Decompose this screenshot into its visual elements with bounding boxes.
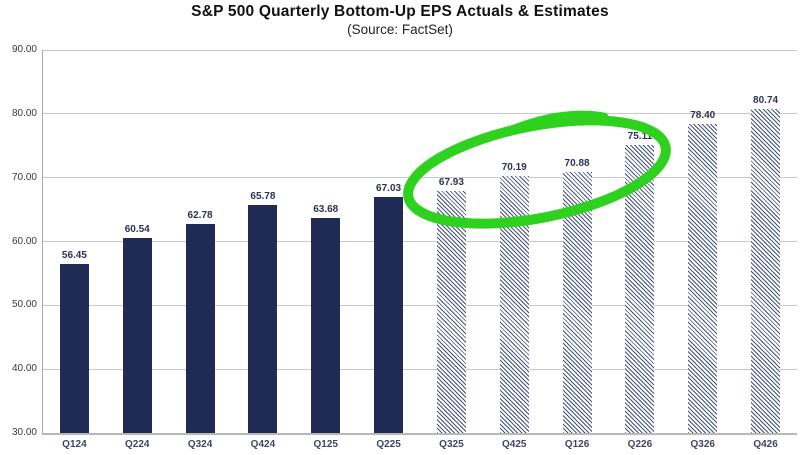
bar-Q225 <box>374 196 404 433</box>
bar-Q326 <box>688 124 718 433</box>
bar-column-Q126: 70.88 Q126 <box>546 50 609 450</box>
bar-Q425 <box>499 176 529 433</box>
bar-value-label: 78.40 <box>690 110 716 122</box>
x-axis-category-label: Q426 <box>753 439 778 450</box>
bar-column-Q424: 65.78 Q424 <box>232 50 295 450</box>
bar-value-label: 63.68 <box>313 204 339 216</box>
bar-column-Q324: 62.78 Q324 <box>169 50 232 450</box>
bar-value-label: 65.78 <box>250 190 276 202</box>
bar-column-Q225: 67.03 Q225 <box>357 50 420 450</box>
gridline-90.00 <box>43 49 797 51</box>
y-axis-tick-label: 40.00 <box>11 363 37 375</box>
y-axis-tick-label: 70.00 <box>11 171 37 183</box>
bar-value-label: 80.74 <box>753 95 779 107</box>
x-axis-category-label: Q225 <box>376 439 401 450</box>
gridline-80.00 <box>43 113 797 115</box>
x-axis-category-label: Q326 <box>690 439 715 450</box>
x-axis-category-label: Q424 <box>250 439 276 450</box>
y-axis-tick-label: 80.00 <box>11 107 37 119</box>
bar-value-label: 62.78 <box>187 209 213 221</box>
bar-Q325 <box>436 190 466 433</box>
bar-column-Q426: 80.74 Q426 <box>734 50 797 450</box>
bar-value-label: 67.93 <box>438 176 464 188</box>
bar-value-label: 67.03 <box>376 182 402 194</box>
bar-column-Q124: 56.45 Q124 <box>43 50 106 450</box>
bar-Q125 <box>311 218 341 433</box>
bar-column-Q326: 78.40 Q326 <box>671 50 734 450</box>
bar-Q424 <box>248 204 278 433</box>
bar-value-label: 56.45 <box>61 250 87 262</box>
bar-column-Q224: 60.54 Q224 <box>106 50 169 450</box>
bar-Q126 <box>562 172 592 433</box>
bar-column-Q226: 75.11 Q226 <box>609 50 672 450</box>
bar-value-label: 60.54 <box>124 224 150 236</box>
bar-column-Q325: 67.93 Q325 <box>420 50 483 450</box>
y-axis-tick-label: 50.00 <box>11 299 37 311</box>
gridline-60.00 <box>43 241 797 242</box>
bar-Q324 <box>185 223 215 433</box>
bar-Q224 <box>122 238 152 433</box>
bar-value-label: 70.88 <box>564 158 590 170</box>
x-axis-category-label: Q224 <box>125 439 150 450</box>
y-axis-tick-label: 60.00 <box>11 235 37 247</box>
gridline-50.00 <box>43 304 797 306</box>
x-axis-category-label: Q324 <box>187 439 213 450</box>
y-axis-tick-label: 30.00 <box>11 427 37 438</box>
bar-Q226 <box>625 145 655 433</box>
x-axis-category-label: Q425 <box>502 439 527 450</box>
x-axis-category-label: Q226 <box>627 439 653 450</box>
x-axis-category-label: Q126 <box>564 439 590 450</box>
bar-value-label: 75.11 <box>627 131 653 143</box>
x-axis-category-label: Q325 <box>439 439 464 450</box>
plot-area: 90.00 80.00 70.00 60.00 50.00 40.00 30.00 56.45… <box>12 44 797 450</box>
chart-subtitle: (Source: FactSet) <box>347 22 453 37</box>
bar-column-Q425: 70.19 Q425 <box>483 50 546 450</box>
bar-Q426 <box>751 109 781 433</box>
x-axis-category-label: Q125 <box>313 439 338 450</box>
bar-Q124 <box>59 264 89 433</box>
y-axis-tick-label: 90.00 <box>11 44 37 55</box>
gridline-40.00 <box>43 368 797 370</box>
bar-column-Q125: 63.68 Q125 <box>294 50 357 450</box>
chart-title: S&P 500 Quarterly Bottom-Up EPS Actuals … <box>191 3 609 20</box>
x-axis-category-label: Q124 <box>62 439 87 450</box>
